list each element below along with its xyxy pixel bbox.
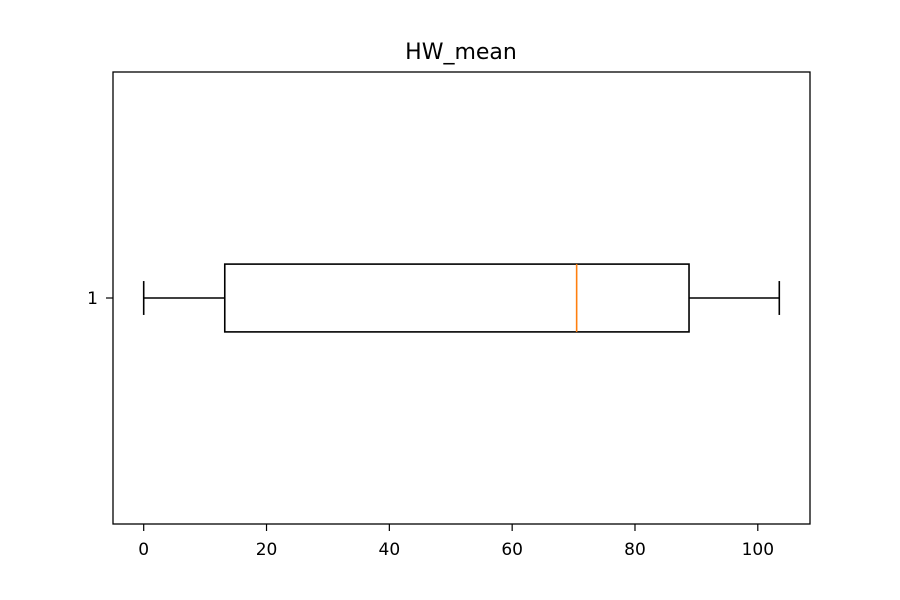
y-tick-label: 1 xyxy=(87,289,98,309)
x-tick-label: 20 xyxy=(256,540,278,560)
iqr-box xyxy=(223,263,690,333)
box-group xyxy=(142,263,781,333)
plot-area xyxy=(142,263,781,333)
x-axis-ticks: 0 20 40 60 80 100 xyxy=(138,524,774,560)
x-tick-label: 60 xyxy=(501,540,523,560)
y-axis-ticks: 1 xyxy=(87,289,113,309)
x-tick-label: 40 xyxy=(379,540,401,560)
chart-title: HW_mean xyxy=(405,40,517,65)
x-tick-label: 100 xyxy=(742,540,774,560)
x-tick-label: 0 xyxy=(138,540,149,560)
x-tick-label: 80 xyxy=(624,540,646,560)
